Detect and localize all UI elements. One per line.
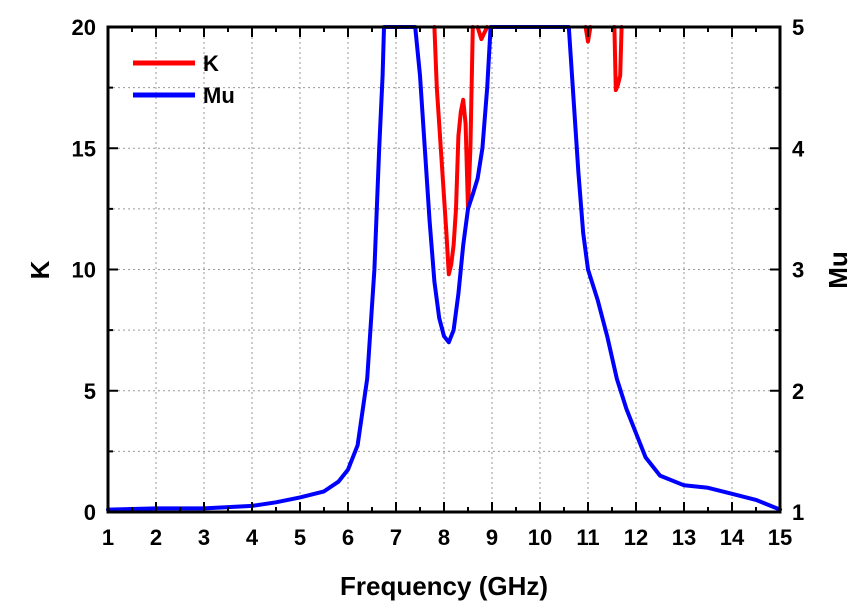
series-line-k: [432, 25, 475, 277]
x-tick-label: 5: [294, 525, 306, 550]
x-tick-label: 3: [198, 525, 210, 550]
x-axis-title: Frequency (GHz): [340, 571, 548, 601]
x-tick-label: 6: [342, 525, 354, 550]
y-axis-title: K: [25, 260, 55, 279]
series-line-k: [612, 25, 624, 93]
legend-label-k: K: [203, 51, 219, 76]
x-tick-label: 8: [438, 525, 450, 550]
y2-tick-label: 2: [792, 379, 804, 404]
y2-axis-title: Mu: [823, 251, 853, 289]
x-tick-label: 12: [624, 525, 648, 550]
y-tick-label: 20: [72, 15, 96, 40]
series-line-mu: [106, 25, 782, 512]
y-tick-label: 0: [84, 500, 96, 525]
legend-label-mu: Mu: [203, 83, 235, 108]
x-tick-label: 13: [672, 525, 696, 550]
y2-tick-label: 5: [792, 15, 804, 40]
x-tick-label: 10: [528, 525, 552, 550]
grid: [108, 27, 780, 512]
x-tick-label: 7: [390, 525, 402, 550]
x-tick-label: 14: [720, 525, 745, 550]
y-tick-label: 10: [72, 258, 96, 283]
y2-tick-label: 3: [792, 258, 804, 283]
legend: K Mu: [133, 51, 235, 108]
x-tick-label: 15: [768, 525, 792, 550]
series-line-k: [475, 25, 490, 42]
y2-tick-label: 4: [792, 136, 805, 161]
y-tick-label: 5: [84, 379, 96, 404]
y2-tick-label: 1: [792, 500, 804, 525]
series-layer: [106, 25, 782, 512]
x-tick-label: 4: [246, 525, 259, 550]
x-tick-label: 1: [102, 525, 114, 550]
series-line-k: [583, 25, 593, 44]
x-tick-label: 11: [576, 525, 599, 550]
x-tick-label: 9: [486, 525, 498, 550]
y-tick-label: 15: [72, 136, 96, 161]
x-tick-label: 2: [150, 525, 162, 550]
